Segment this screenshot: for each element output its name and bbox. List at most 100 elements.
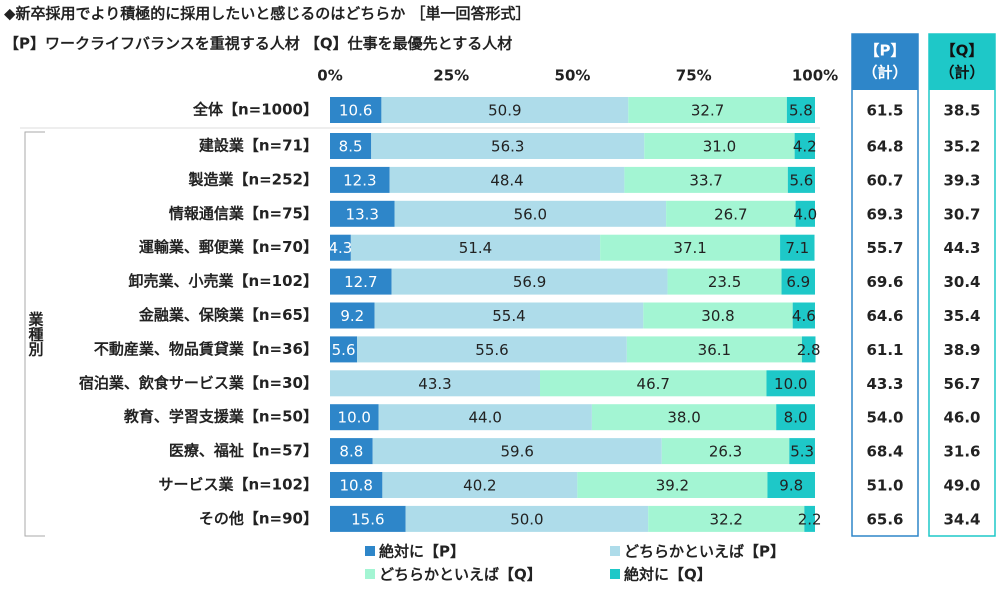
bar-segment	[801, 336, 816, 363]
bar-segment	[394, 200, 667, 227]
category-label: 建設業【n=71】	[199, 137, 318, 155]
data-label: 10.0	[338, 409, 371, 427]
data-label: 31.0	[703, 138, 736, 156]
category-label: サービス業【n=102】	[158, 476, 318, 494]
x-tick-label: 75%	[676, 67, 712, 85]
data-label: 32.2	[710, 510, 743, 528]
data-label: 4.3	[328, 239, 352, 257]
bar-segment	[626, 336, 802, 363]
data-label: 56.9	[513, 273, 546, 291]
bar-segment	[378, 404, 592, 431]
category-label: 運輸業、郵便業【n=70】	[139, 238, 318, 256]
legend-swatch	[365, 569, 375, 579]
bar-segment	[330, 438, 373, 465]
bar-segment	[786, 97, 815, 123]
bar-segment	[794, 133, 815, 159]
bar-segment	[648, 505, 805, 532]
bar-segment	[371, 133, 645, 159]
total-header: （計）	[939, 64, 984, 82]
data-label: 43.3	[418, 375, 451, 393]
category-label: 不動産業、物品賃貸業【n=36】	[94, 340, 318, 358]
category-label: 卸売業、小売業【n=102】	[128, 272, 318, 290]
data-label: 48.4	[490, 171, 523, 189]
bar-segment	[389, 166, 625, 193]
data-label: 8.8	[339, 443, 363, 461]
bar-segment	[381, 97, 629, 123]
chart-subtitle: 【P】ワークライフバランスを重視する人材 【Q】仕事を最優先とする人材	[4, 35, 512, 53]
data-label: 33.7	[689, 171, 722, 189]
total-value: 35.2	[943, 138, 980, 156]
bar-segment	[780, 234, 815, 261]
category-label: 情報通信業【n=75】	[169, 204, 318, 222]
data-label: 36.1	[698, 341, 731, 359]
category-label: 教育、学習支援業【n=50】	[123, 408, 318, 426]
bar-segment	[382, 472, 578, 498]
total-value: 38.5	[943, 102, 980, 120]
total-header-bg	[852, 34, 918, 90]
total-value: 44.3	[943, 239, 980, 257]
bar-segment	[591, 404, 777, 431]
total-value: 54.0	[866, 409, 903, 427]
x-tick-label: 100%	[792, 67, 838, 85]
total-header: （計）	[862, 64, 907, 82]
bar-segment	[643, 302, 793, 329]
bar-segment	[624, 166, 788, 193]
data-label: 9.8	[779, 477, 803, 495]
bar-segment	[766, 370, 815, 397]
legend-label: 絶対に【Q】	[624, 566, 712, 584]
bar-segment	[795, 200, 815, 227]
bar-segment	[330, 234, 351, 261]
total-value: 69.3	[866, 205, 903, 223]
data-label: 4.0	[793, 205, 817, 223]
bar-segment	[628, 97, 787, 123]
data-label: 51.4	[459, 239, 492, 257]
total-value: 38.9	[943, 341, 980, 359]
data-label: 4.2	[793, 138, 817, 156]
total-value: 61.5	[866, 102, 903, 120]
data-label: 12.7	[344, 273, 377, 291]
category-label: その他【n=90】	[199, 509, 318, 527]
bar-segment	[330, 472, 383, 498]
bar-segment	[330, 302, 375, 329]
data-label: 10.6	[339, 102, 372, 120]
data-label: 6.9	[786, 273, 810, 291]
bar-segment	[330, 97, 382, 123]
data-label: 5.8	[789, 102, 813, 120]
group-bracket	[24, 131, 45, 537]
data-label: 32.7	[691, 102, 724, 120]
legend-label: どちらかといえば【P】	[624, 543, 785, 561]
legend-swatch	[365, 546, 375, 556]
category-label: 金融業、保険業【n=65】	[138, 306, 318, 324]
data-label: 30.8	[701, 307, 734, 325]
total-value: 55.7	[866, 239, 903, 257]
total-value: 68.4	[866, 443, 903, 461]
legend-label: 絶対に【P】	[379, 543, 465, 561]
data-label: 9.2	[340, 307, 364, 325]
data-label: 59.6	[501, 443, 534, 461]
bar-segment	[667, 268, 782, 295]
data-label: 4.6	[792, 307, 816, 325]
data-label: 56.0	[514, 205, 547, 223]
total-column	[851, 33, 919, 537]
bar-segment	[787, 166, 815, 193]
data-label: 5.6	[332, 341, 356, 359]
bar-segment	[372, 438, 662, 465]
bar-segment	[661, 438, 790, 465]
legend-label: どちらかといえば【Q】	[379, 566, 542, 584]
chart-title: ◆新卒採用でより積極的に採用したいと感じるのはどちらか ［単一回答形式］	[4, 5, 530, 23]
bar-segment	[330, 505, 406, 532]
total-column	[928, 33, 996, 537]
data-label: 5.6	[789, 171, 813, 189]
total-value: 61.1	[866, 341, 903, 359]
category-label: 全体【n=1000】	[192, 101, 318, 119]
bar-segment	[391, 268, 668, 295]
legend-swatch	[610, 569, 620, 579]
data-label: 56.3	[491, 138, 524, 156]
bar-segment	[600, 234, 781, 261]
total-header: 【P】	[865, 42, 906, 60]
data-label: 7.1	[785, 239, 809, 257]
total-value: 31.6	[943, 443, 980, 461]
total-value: 30.7	[943, 205, 980, 223]
total-value: 35.4	[943, 307, 980, 325]
